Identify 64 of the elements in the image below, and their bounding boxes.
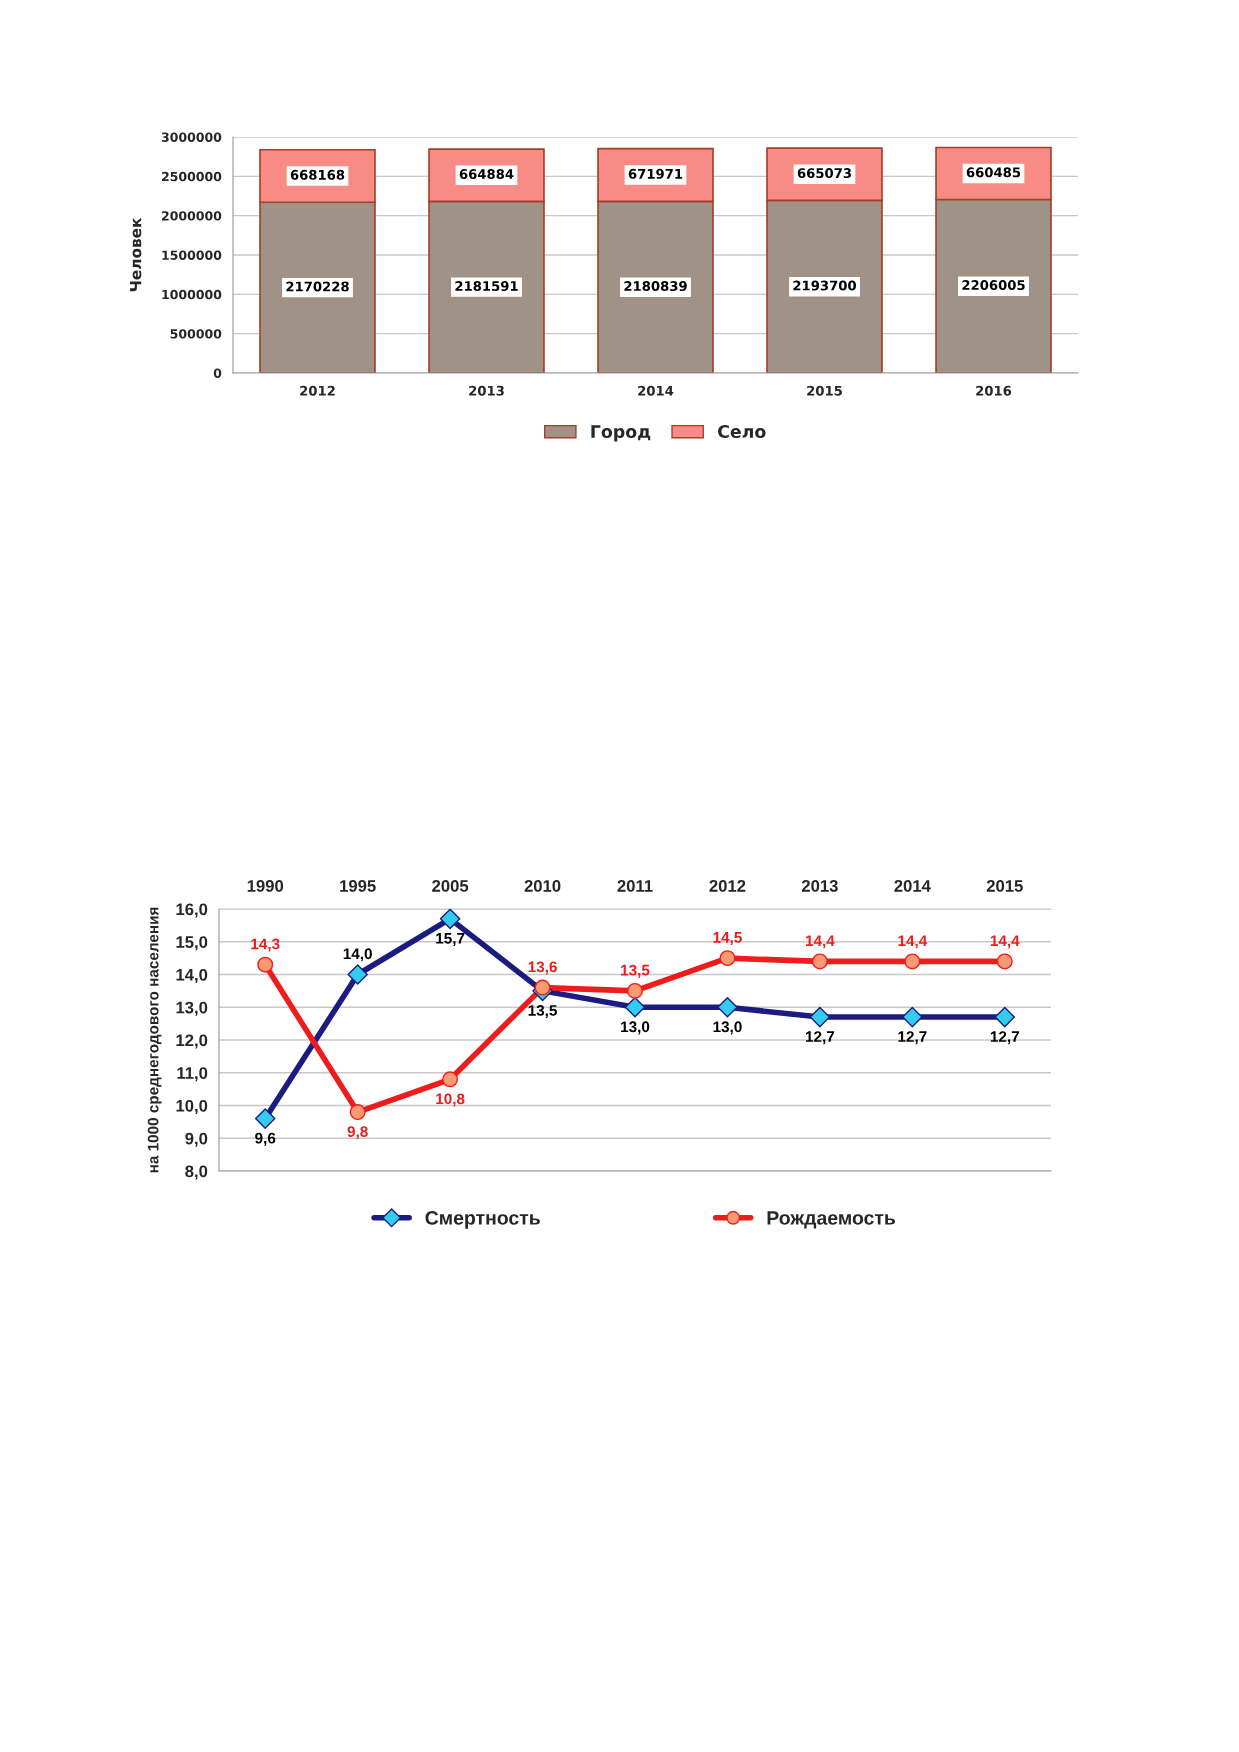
x-tick-label: 1995 [340,880,376,892]
data-label: 14,3 [251,938,280,952]
x-tick-label: 2013 [469,385,504,396]
data-label: 13,5 [528,1004,557,1019]
data-label: 671971 [628,168,683,179]
data-label: 10,8 [436,1093,465,1107]
data-label: 2193700 [793,280,856,291]
y-tick-label: 15,0 [176,936,208,951]
y-tick-label: 16,0 [176,903,208,918]
data-label: 13,0 [713,1021,742,1035]
y-tick-label: 2500000 [162,171,222,182]
x-tick-label: 2016 [976,385,1012,396]
data-label: 12,7 [898,1031,927,1045]
legend-label: Смертность [425,1211,540,1229]
data-label: 2170228 [286,281,349,292]
y-tick-label: 11,0 [177,1067,208,1082]
legend-label: Село [718,424,766,439]
y-axis-title: на 1000 среднегодового населения [147,907,162,1173]
y-tick-label: 1000000 [162,289,222,300]
x-tick-label: 2013 [801,880,838,892]
data-label: 15,7 [436,933,465,946]
data-label: 660485 [966,167,1021,178]
data-label: 14,4 [990,935,1020,949]
x-tick-label: 2010 [524,880,561,892]
y-tick-label: 3000000 [161,132,222,142]
data-label: 12,7 [990,1031,1019,1045]
y-tick-label: 8,0 [185,1165,208,1180]
y-tick-label: 14,0 [176,968,208,984]
y-axis-title: Человек [130,217,142,292]
data-label: 13,6 [528,961,557,975]
data-label: 13,0 [621,1021,650,1035]
y-tick-label: 2000000 [162,211,222,221]
y-tick-label: 12,0 [176,1034,208,1049]
data-label: 13,5 [621,964,650,978]
legend-label: Город [591,425,651,442]
data-label: 12,7 [805,1031,835,1045]
data-label: 14,4 [805,935,835,949]
data-label: 14,4 [898,935,928,949]
data-label: 14,0 [343,948,372,962]
y-tick-label: 1500000 [162,250,222,260]
x-tick-label: 2015 [807,385,842,396]
data-label: 664884 [459,169,514,180]
data-label: 14,5 [713,932,742,945]
y-tick-label: 9,0 [185,1132,208,1147]
x-tick-label: 2011 [617,880,653,892]
data-label: 9,6 [255,1132,276,1146]
y-tick-label: 500000 [170,329,222,339]
x-tick-label: 2014 [894,880,931,892]
data-label: 665073 [797,168,851,179]
x-tick-label: 2012 [709,880,746,892]
x-tick-label: 2005 [432,880,469,892]
data-label: 2181591 [455,281,518,292]
data-label: 2180839 [624,281,687,292]
y-tick-label: 0 [213,368,222,378]
y-tick-label: 13,0 [176,1001,208,1016]
legend-label: Рождаемость [767,1211,896,1229]
data-label: 2206005 [962,280,1025,291]
x-tick-label: 1990 [247,880,284,892]
y-tick-label: 10,0 [176,1099,208,1115]
x-tick-label: 2012 [300,385,335,396]
data-label: 668168 [290,169,345,180]
data-label: 9,8 [347,1126,368,1140]
x-tick-label: 2014 [638,385,674,396]
x-tick-label: 2015 [986,880,1023,892]
